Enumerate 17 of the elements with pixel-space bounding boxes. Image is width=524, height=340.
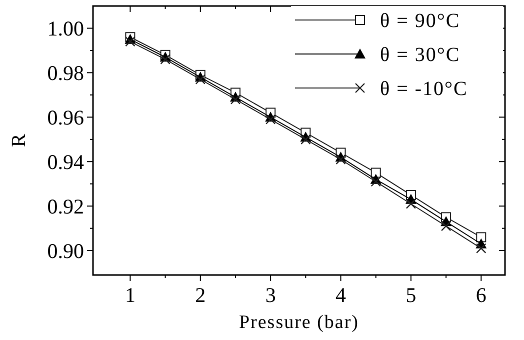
x-tick-label: 6 bbox=[476, 283, 486, 307]
y-tick-label: 0.94 bbox=[47, 150, 84, 174]
x-axis-title: Pressure (bar) bbox=[238, 312, 360, 333]
legend-label: θ = 90°C bbox=[380, 10, 460, 32]
legend-label: θ = 30°C bbox=[380, 44, 460, 66]
x-tick-label: 3 bbox=[265, 283, 276, 307]
x-tick-label: 2 bbox=[195, 283, 206, 307]
y-tick-label: 0.98 bbox=[47, 61, 84, 86]
y-tick-label: 0.96 bbox=[47, 106, 84, 130]
x-tick-label: 4 bbox=[336, 283, 347, 307]
y-axis-title: R bbox=[8, 133, 30, 148]
x-tick-label: 5 bbox=[406, 283, 416, 307]
y-tick-label: 0.92 bbox=[47, 194, 84, 218]
x-tick-label: 1 bbox=[124, 283, 136, 307]
y-tick-label: 1.00 bbox=[47, 16, 84, 41]
y-tick-label: 0.90 bbox=[47, 238, 84, 263]
legend-label: θ = -10°C bbox=[380, 78, 468, 100]
